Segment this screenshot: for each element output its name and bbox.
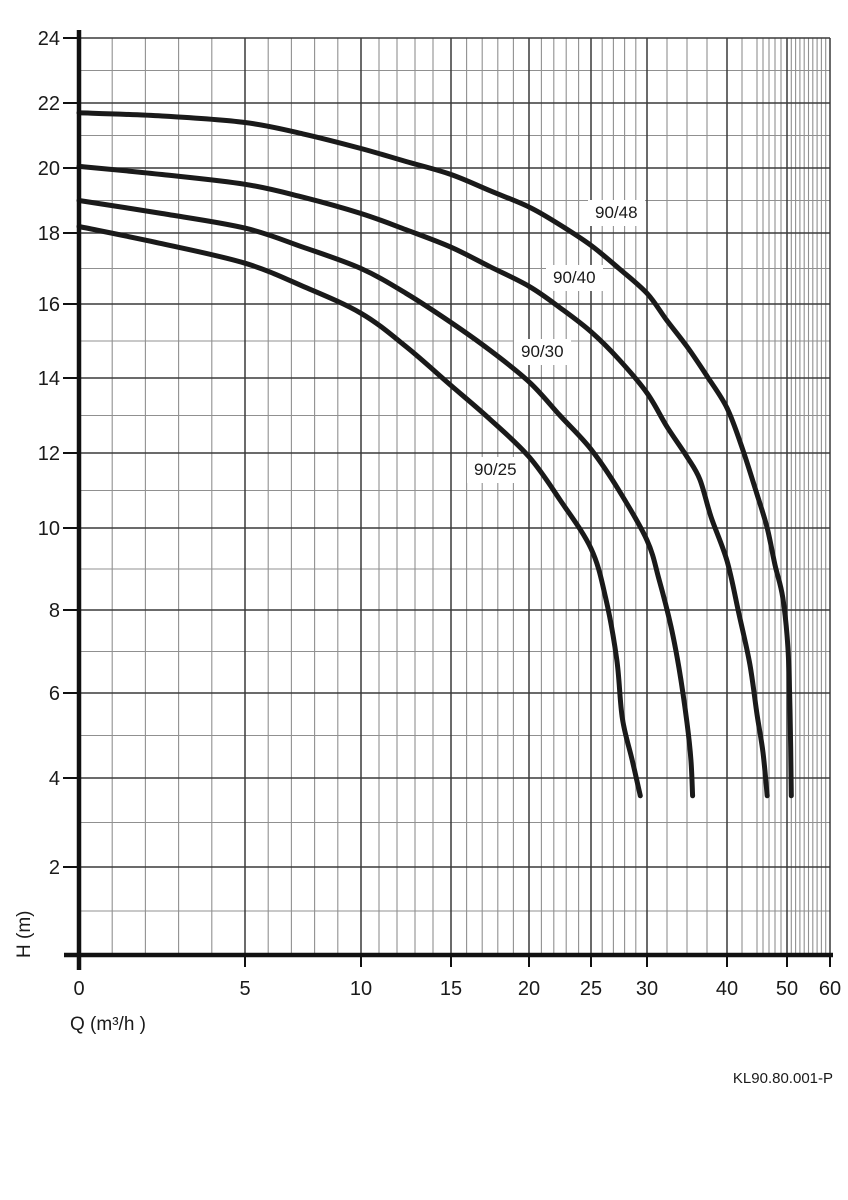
x-tick-label: 40 [716,978,738,1000]
x-tick-label: 50 [776,978,798,1000]
y-tick-label: 4 [49,768,60,790]
curve-label-90-25: 90/25 [467,457,524,483]
x-tick-label: 20 [518,978,540,1000]
y-tick-label: 14 [38,368,60,390]
curve-90-30 [76,198,696,799]
curve-90-25 [76,224,643,799]
x-tick-label: 60 [819,978,841,1000]
curve-label-90-30: 90/30 [514,339,571,365]
x-tick-label: 0 [73,978,84,1000]
y-tick-label: 22 [38,93,60,115]
y-tick-label: 20 [38,158,60,180]
curve-90-48 [76,110,794,799]
y-axis-title: H (m) [14,910,35,958]
curve-label-90-48: 90/48 [588,200,645,226]
x-tick-label: 30 [636,978,658,1000]
x-tick-label: 25 [580,978,602,1000]
y-tick-label: 24 [38,28,60,50]
x-tick-label: 15 [440,978,462,1000]
y-tick-label: 16 [38,294,60,316]
curve-label-90-40: 90/40 [546,265,603,291]
x-tick-label: 5 [239,978,250,1000]
y-tick-label: 12 [38,443,60,465]
x-axis-title: Q (m³/h ) [70,1014,146,1035]
y-tick-label: 6 [49,683,60,705]
y-tick-label: 8 [49,600,60,622]
y-tick-label: 2 [49,857,60,879]
y-tick-label: 18 [38,223,60,245]
x-tick-label: 10 [350,978,372,1000]
chart-code-label: KL90.80.001-P [732,1070,833,1087]
y-tick-label: 10 [38,518,60,540]
curve-90-40 [76,163,770,799]
